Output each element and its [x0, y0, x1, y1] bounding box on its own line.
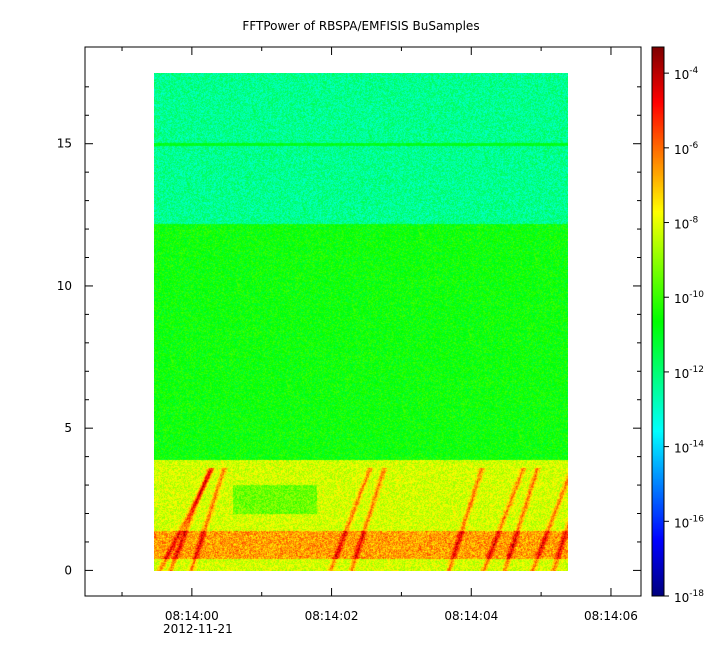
spectrogram-image [154, 73, 568, 571]
colorbar-tick-label: 10-18 [674, 589, 704, 605]
colorbar-frame [651, 46, 665, 597]
x-date-label: 2012-11-21 [163, 622, 233, 636]
x-tick-label: 08:14:06 [584, 609, 638, 623]
colorbar-tick-label: 10-8 [674, 216, 699, 232]
colorbar-tick-label: 10-12 [674, 365, 704, 381]
x-axis: 08:14:00 08:14:02 08:14:04 08:14:06 [121, 47, 638, 623]
x-tick-label: 08:14:04 [444, 609, 498, 623]
colorbar-tick-label: 10-14 [674, 440, 704, 456]
colorbar-tick-label: 10-4 [674, 66, 699, 82]
colorbar-tick-label: 10-6 [674, 141, 699, 157]
x-tick-label: 08:14:00 [165, 609, 219, 623]
chart-title: FFTPower of RBSPA/EMFISIS BuSamples [242, 19, 479, 33]
colorbar-tick-label: 10-10 [674, 290, 704, 306]
y-tick-label: 15 [57, 137, 72, 151]
colorbar-tick-label: 10-16 [674, 514, 704, 530]
x-tick-label: 08:14:02 [305, 609, 359, 623]
colorbar-axis: 10-4 10-6 10-8 10-10 10-12 10-14 10-16 10-18 [664, 66, 704, 605]
y-tick-label: 10 [57, 279, 72, 293]
colorbar-image [652, 47, 664, 596]
y-axis: 0 5 10 15 [57, 86, 641, 577]
y-tick-label: 0 [64, 563, 72, 577]
y-tick-label: 5 [64, 421, 72, 435]
